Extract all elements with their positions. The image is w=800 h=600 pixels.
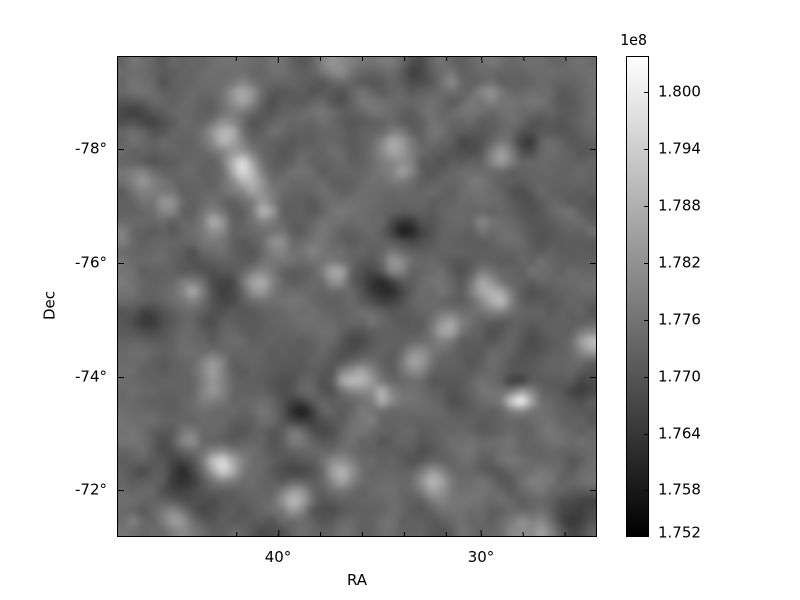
colorbar-tick-label: 1.764	[658, 424, 701, 443]
x-axis-tick-top	[446, 55, 448, 62]
x-axis-tick-top	[319, 55, 321, 62]
colorbar-tick-label: 1.788	[658, 196, 701, 215]
x-axis-tick-top	[404, 55, 406, 62]
x-axis-tick	[320, 531, 322, 538]
y-tick-label: -78°	[75, 139, 107, 158]
colorbar-tick-label: 1.800	[658, 82, 701, 101]
x-tick-label: 30°	[467, 548, 495, 566]
heatmap-image	[118, 57, 596, 536]
colorbar-tick	[644, 490, 649, 491]
y-tick-label: -72°	[75, 480, 107, 499]
colorbar-tick	[644, 320, 649, 321]
colorbar-tick	[644, 149, 649, 150]
colorbar-tick-label: 1.770	[658, 367, 701, 386]
colorbar-tick	[644, 206, 649, 207]
y-axis-tick	[117, 263, 124, 264]
y-axis-tick	[117, 490, 124, 491]
colorbar-offset-text: 1e8	[620, 31, 648, 49]
colorbar-tick-label: 1.752	[658, 523, 701, 542]
y-axis-label: Dec	[40, 290, 59, 321]
x-tick-label: 40°	[264, 548, 292, 566]
colorbar-tick-label: 1.782	[658, 253, 701, 272]
x-axis-tick	[403, 531, 405, 538]
colorbar-tick	[644, 263, 649, 264]
colorbar-tick	[644, 377, 649, 378]
colorbar-tick-label: 1.794	[658, 139, 701, 158]
colorbar-tick-label: 1.776	[658, 310, 701, 329]
x-axis-tick	[361, 531, 363, 538]
y-axis-tick-right	[590, 377, 597, 378]
colorbar-tick	[644, 92, 649, 93]
colorbar[interactable]	[626, 56, 649, 537]
y-tick-label: -74°	[75, 367, 107, 386]
colorbar-tick	[644, 434, 649, 435]
sky-map-axes[interactable]	[117, 56, 597, 537]
y-axis-tick	[117, 149, 124, 150]
x-axis-tick-top	[362, 55, 364, 62]
x-axis-tick	[445, 531, 447, 538]
colorbar-tick-label: 1.758	[658, 480, 701, 499]
y-axis-tick-right	[590, 149, 597, 150]
y-axis-tick-right	[590, 263, 597, 264]
colorbar-tick	[644, 533, 649, 534]
y-axis-tick	[117, 377, 124, 378]
y-tick-label: -76°	[75, 253, 107, 272]
y-axis-tick-right	[590, 490, 597, 491]
x-axis-label: RA	[346, 571, 368, 589]
